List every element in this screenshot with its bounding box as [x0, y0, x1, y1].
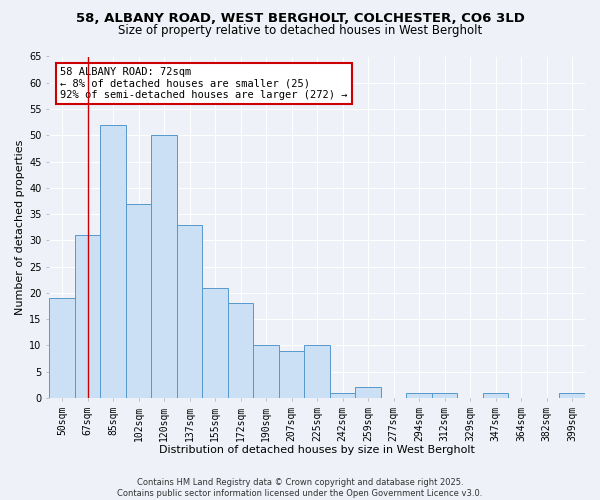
Bar — [355, 388, 381, 398]
Bar — [406, 392, 432, 398]
Bar — [177, 224, 202, 398]
Bar — [202, 288, 228, 398]
Bar — [279, 350, 304, 398]
Bar — [330, 392, 355, 398]
Bar — [126, 204, 151, 398]
Bar — [75, 235, 100, 398]
Text: 58 ALBANY ROAD: 72sqm
← 8% of detached houses are smaller (25)
92% of semi-detac: 58 ALBANY ROAD: 72sqm ← 8% of detached h… — [60, 66, 347, 100]
Text: Contains HM Land Registry data © Crown copyright and database right 2025.
Contai: Contains HM Land Registry data © Crown c… — [118, 478, 482, 498]
Text: 58, ALBANY ROAD, WEST BERGHOLT, COLCHESTER, CO6 3LD: 58, ALBANY ROAD, WEST BERGHOLT, COLCHEST… — [76, 12, 524, 26]
Bar — [100, 125, 126, 398]
Bar — [304, 346, 330, 398]
Text: Size of property relative to detached houses in West Bergholt: Size of property relative to detached ho… — [118, 24, 482, 37]
Bar — [483, 392, 508, 398]
Bar — [432, 392, 457, 398]
Bar — [151, 136, 177, 398]
Bar — [49, 298, 75, 398]
X-axis label: Distribution of detached houses by size in West Bergholt: Distribution of detached houses by size … — [159, 445, 475, 455]
Bar — [228, 304, 253, 398]
Y-axis label: Number of detached properties: Number of detached properties — [15, 140, 25, 315]
Bar — [253, 346, 279, 398]
Bar — [559, 392, 585, 398]
